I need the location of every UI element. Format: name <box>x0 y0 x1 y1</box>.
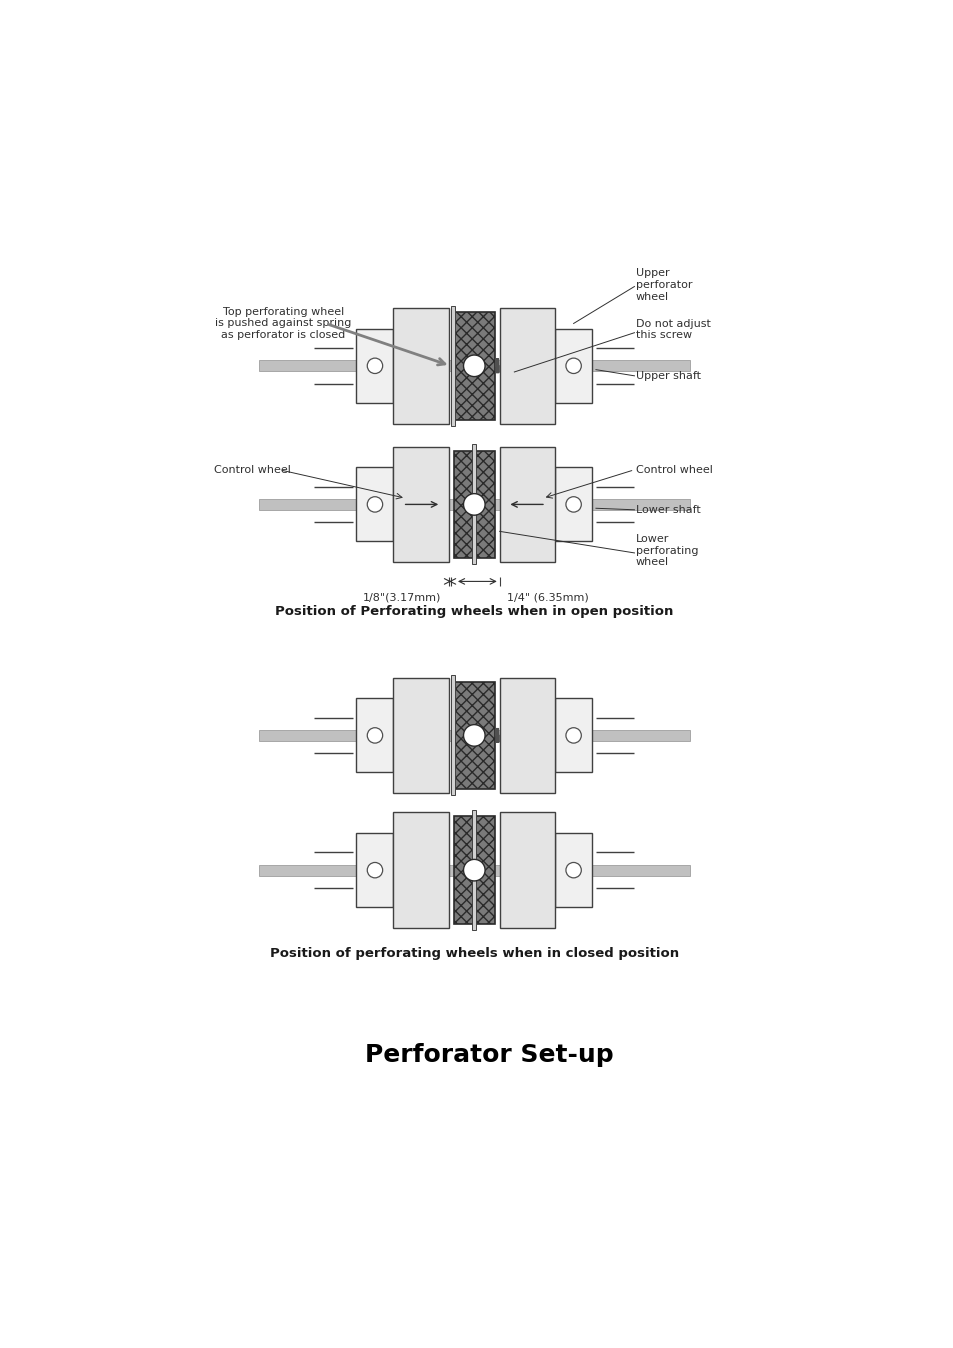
Bar <box>356 698 393 772</box>
Bar <box>472 445 476 565</box>
Bar <box>258 865 689 876</box>
Text: 1/4" (6.35mm): 1/4" (6.35mm) <box>507 592 589 603</box>
Text: Position of perforating wheels when in closed position: Position of perforating wheels when in c… <box>270 948 679 960</box>
Circle shape <box>367 863 382 878</box>
Circle shape <box>367 496 382 512</box>
Bar <box>499 309 555 423</box>
Bar <box>393 678 449 793</box>
Text: 1/8"(3.17mm): 1/8"(3.17mm) <box>362 592 440 603</box>
Text: Upper shaft: Upper shaft <box>636 371 700 381</box>
Bar <box>555 468 592 542</box>
Bar <box>453 311 495 419</box>
Bar <box>356 833 393 907</box>
Circle shape <box>463 493 484 515</box>
Bar <box>356 329 393 403</box>
Text: Control wheel: Control wheel <box>213 465 291 474</box>
Circle shape <box>367 728 382 743</box>
Text: Perforator Set-up: Perforator Set-up <box>364 1043 613 1068</box>
Bar <box>555 833 592 907</box>
Circle shape <box>367 359 382 373</box>
Bar <box>499 446 555 562</box>
Bar <box>499 678 555 793</box>
Bar <box>393 813 449 927</box>
Bar <box>393 309 449 423</box>
Bar <box>393 446 449 562</box>
Bar <box>258 731 689 741</box>
Bar <box>451 675 455 795</box>
Text: Top perforating wheel
is pushed against spring
as perforator is closed: Top perforating wheel is pushed against … <box>215 307 351 340</box>
Bar <box>258 360 689 371</box>
Bar <box>451 306 455 426</box>
Bar <box>453 450 495 558</box>
Circle shape <box>565 359 580 373</box>
Bar <box>555 329 592 403</box>
Bar <box>356 468 393 542</box>
Circle shape <box>565 496 580 512</box>
Text: Lower
perforating
wheel: Lower perforating wheel <box>636 534 698 568</box>
Circle shape <box>565 863 580 878</box>
Text: Control wheel: Control wheel <box>636 465 712 474</box>
Bar <box>499 813 555 927</box>
Bar <box>453 817 495 925</box>
Circle shape <box>463 860 484 882</box>
Bar <box>453 682 495 790</box>
Text: Position of Perforating wheels when in open position: Position of Perforating wheels when in o… <box>274 604 673 617</box>
Bar <box>555 698 592 772</box>
Circle shape <box>463 725 484 747</box>
Text: Upper
perforator
wheel: Upper perforator wheel <box>636 268 692 302</box>
Text: Do not adjust
this screw: Do not adjust this screw <box>636 319 710 341</box>
Circle shape <box>565 728 580 743</box>
Bar <box>258 499 689 510</box>
Circle shape <box>463 355 484 376</box>
Text: Lower shaft: Lower shaft <box>636 504 700 515</box>
Bar <box>472 810 476 930</box>
